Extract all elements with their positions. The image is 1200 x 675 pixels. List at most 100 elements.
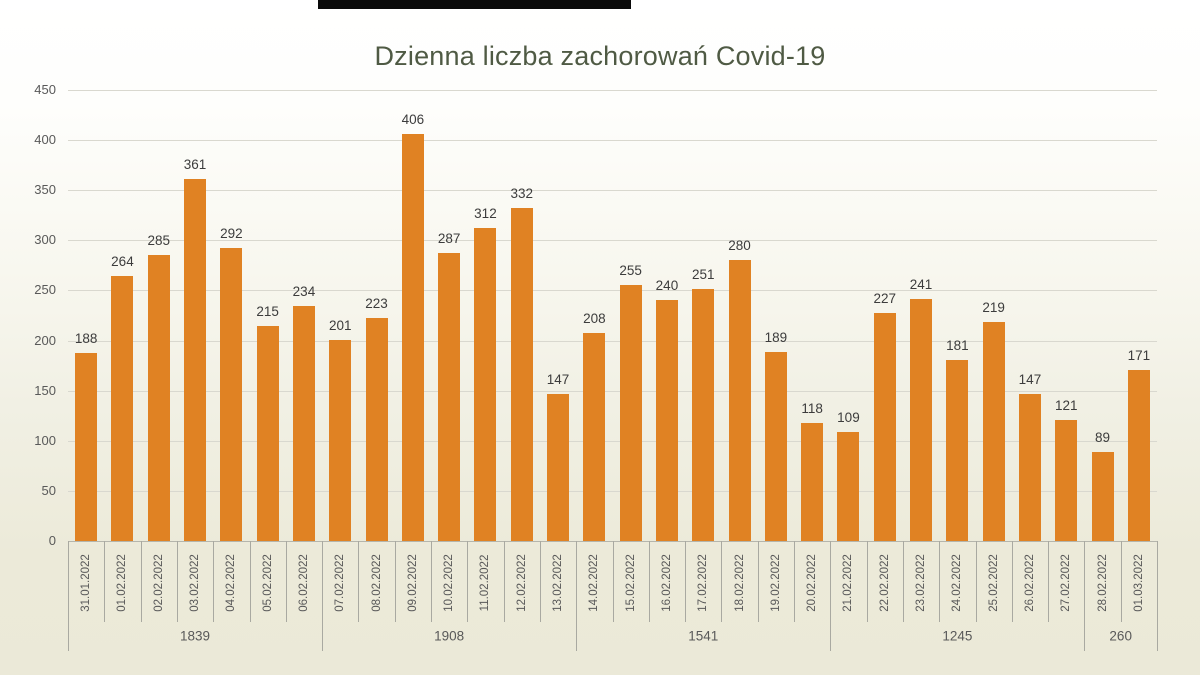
bar-value-label: 147: [1018, 371, 1042, 387]
x-tick-label: 06.02.2022: [297, 554, 310, 612]
bar-value-label: 312: [474, 206, 497, 222]
date-separator-line: [612, 541, 614, 622]
x-tick-label: 13.02.2022: [552, 554, 565, 612]
bar-value-label: 208: [583, 310, 606, 326]
bar-value-label: 118: [801, 400, 823, 416]
bar-value-label: 361: [183, 157, 207, 173]
y-tick-label: 250: [34, 282, 56, 298]
date-separator-line: [431, 541, 432, 622]
bar-value-label: 285: [147, 233, 171, 249]
bar: [365, 317, 388, 541]
x-tick-label: 23.02.2022: [915, 554, 928, 612]
date-separator-line: [176, 541, 178, 622]
x-tick-label: 19.02.2022: [769, 554, 782, 612]
date-separator-line: [721, 541, 723, 622]
bar: [111, 276, 134, 541]
group-boundary-line: [830, 541, 832, 651]
date-separator-line: [1048, 541, 1050, 622]
x-tick-label: 14.02.2022: [588, 554, 601, 612]
gridline: [68, 90, 1157, 91]
bar: [801, 422, 824, 541]
y-tick-label: 450: [34, 82, 56, 97]
bar-value-label: 121: [1054, 397, 1078, 413]
bar: [474, 228, 497, 541]
gridline: [68, 340, 1157, 342]
y-tick-label: 100: [34, 432, 56, 448]
bar: [1127, 369, 1150, 541]
date-separator-line: [503, 541, 505, 622]
bar: [982, 321, 1005, 541]
x-tick-label: 15.02.2022: [624, 554, 637, 612]
week-group-label: 1245: [942, 628, 973, 644]
week-group-label: 1908: [434, 628, 465, 644]
bar-value-label: 241: [909, 277, 933, 293]
gridline: [68, 240, 1157, 242]
x-tick-label: 28.02.2022: [1096, 554, 1109, 612]
date-separator-line: [358, 541, 360, 622]
gridline: [68, 440, 1157, 442]
x-tick-label: 11.02.2022: [479, 554, 492, 612]
bar-value-label: 189: [764, 329, 788, 345]
x-tick-label: 10.02.2022: [443, 554, 456, 612]
chart-title: Dzienna liczba zachorowań Covid-19: [374, 41, 826, 71]
y-tick-label: 300: [34, 232, 56, 248]
date-separator-line: [648, 541, 650, 622]
date-separator-line: [939, 541, 941, 622]
date-separator-line: [902, 541, 904, 622]
clipped-top-bar: [318, 0, 631, 9]
gridline: [68, 490, 1157, 492]
bar-value-label: 264: [111, 254, 134, 270]
bar: [510, 208, 533, 541]
bar: [147, 255, 170, 541]
bar-value-label: 171: [1127, 347, 1151, 363]
bar-value-label: 227: [873, 291, 897, 307]
bar-value-label: 181: [946, 337, 969, 353]
y-tick-label: 400: [34, 132, 56, 148]
week-group-label: 1541: [688, 628, 719, 644]
bar: [401, 134, 424, 541]
bar: [184, 179, 207, 541]
bar: [1018, 393, 1041, 541]
bar-value-label: 109: [837, 409, 860, 425]
y-tick-label: 0: [48, 533, 56, 548]
bar: [837, 431, 860, 541]
date-separator-line: [285, 541, 287, 622]
week-group-label: 260: [1109, 628, 1132, 644]
date-separator-line: [467, 541, 469, 622]
bar: [75, 352, 98, 541]
date-separator-line: [104, 541, 106, 622]
bar-value-label: 287: [437, 231, 461, 247]
x-tick-label: 07.02.2022: [334, 554, 347, 612]
date-separator-line: [539, 541, 541, 622]
bar-value-label: 147: [546, 371, 570, 387]
x-tick-label: 05.02.2022: [261, 554, 274, 612]
x-tick-label: 02.02.2022: [152, 554, 165, 612]
bar: [220, 248, 243, 541]
date-separator-line: [249, 541, 251, 622]
bar-value-label: 332: [510, 186, 534, 202]
bar-value-label: 201: [328, 317, 352, 333]
bar-value-label: 406: [401, 112, 425, 128]
y-tick-label: 50: [41, 482, 56, 498]
bar: [256, 325, 279, 541]
gridline: [68, 290, 1157, 292]
x-tick-label: 24.02.2022: [951, 554, 964, 612]
x-tick-label: 26.02.2022: [1023, 554, 1036, 612]
bar-value-label: 188: [74, 330, 98, 346]
group-boundary-line: [1157, 541, 1158, 651]
bar-value-label: 240: [655, 278, 679, 294]
bar: [946, 359, 969, 541]
bar-value-label: 219: [982, 299, 1005, 315]
date-separator-line: [866, 541, 868, 622]
x-tick-label: 09.02.2022: [406, 554, 419, 612]
bar-value-label: 251: [691, 267, 715, 283]
x-tick-label: 31.01.2022: [80, 554, 93, 612]
bar-value-label: 223: [365, 295, 388, 311]
group-boundary-line: [68, 541, 69, 651]
x-tick-label: 18.02.2022: [733, 554, 746, 612]
x-tick-label: 01.02.2022: [116, 554, 129, 612]
group-boundary-line: [322, 541, 324, 651]
date-separator-line: [213, 541, 215, 622]
